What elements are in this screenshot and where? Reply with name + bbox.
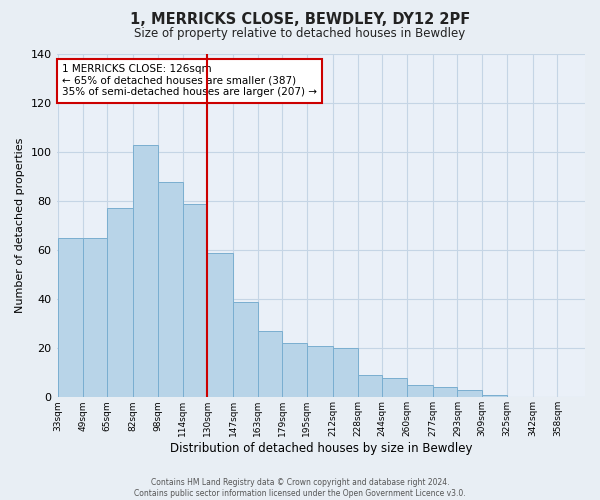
X-axis label: Distribution of detached houses by size in Bewdley: Distribution of detached houses by size … [170, 442, 472, 455]
Bar [307, 346, 333, 398]
Bar [182, 204, 207, 398]
Bar [233, 302, 258, 398]
Bar [333, 348, 358, 398]
Text: 1, MERRICKS CLOSE, BEWDLEY, DY12 2PF: 1, MERRICKS CLOSE, BEWDLEY, DY12 2PF [130, 12, 470, 28]
Bar [158, 182, 182, 398]
Text: Contains HM Land Registry data © Crown copyright and database right 2024.
Contai: Contains HM Land Registry data © Crown c… [134, 478, 466, 498]
Bar [283, 344, 307, 398]
Text: Size of property relative to detached houses in Bewdley: Size of property relative to detached ho… [134, 28, 466, 40]
Bar [358, 375, 382, 398]
Bar [258, 331, 283, 398]
Bar [207, 252, 233, 398]
Bar [482, 395, 506, 398]
Bar [382, 378, 407, 398]
Text: 1 MERRICKS CLOSE: 126sqm
← 65% of detached houses are smaller (387)
35% of semi-: 1 MERRICKS CLOSE: 126sqm ← 65% of detach… [62, 64, 317, 98]
Bar [83, 238, 107, 398]
Y-axis label: Number of detached properties: Number of detached properties [15, 138, 25, 314]
Bar [133, 144, 158, 398]
Bar [407, 385, 433, 398]
Bar [107, 208, 133, 398]
Bar [433, 388, 457, 398]
Bar [457, 390, 482, 398]
Bar [58, 238, 83, 398]
